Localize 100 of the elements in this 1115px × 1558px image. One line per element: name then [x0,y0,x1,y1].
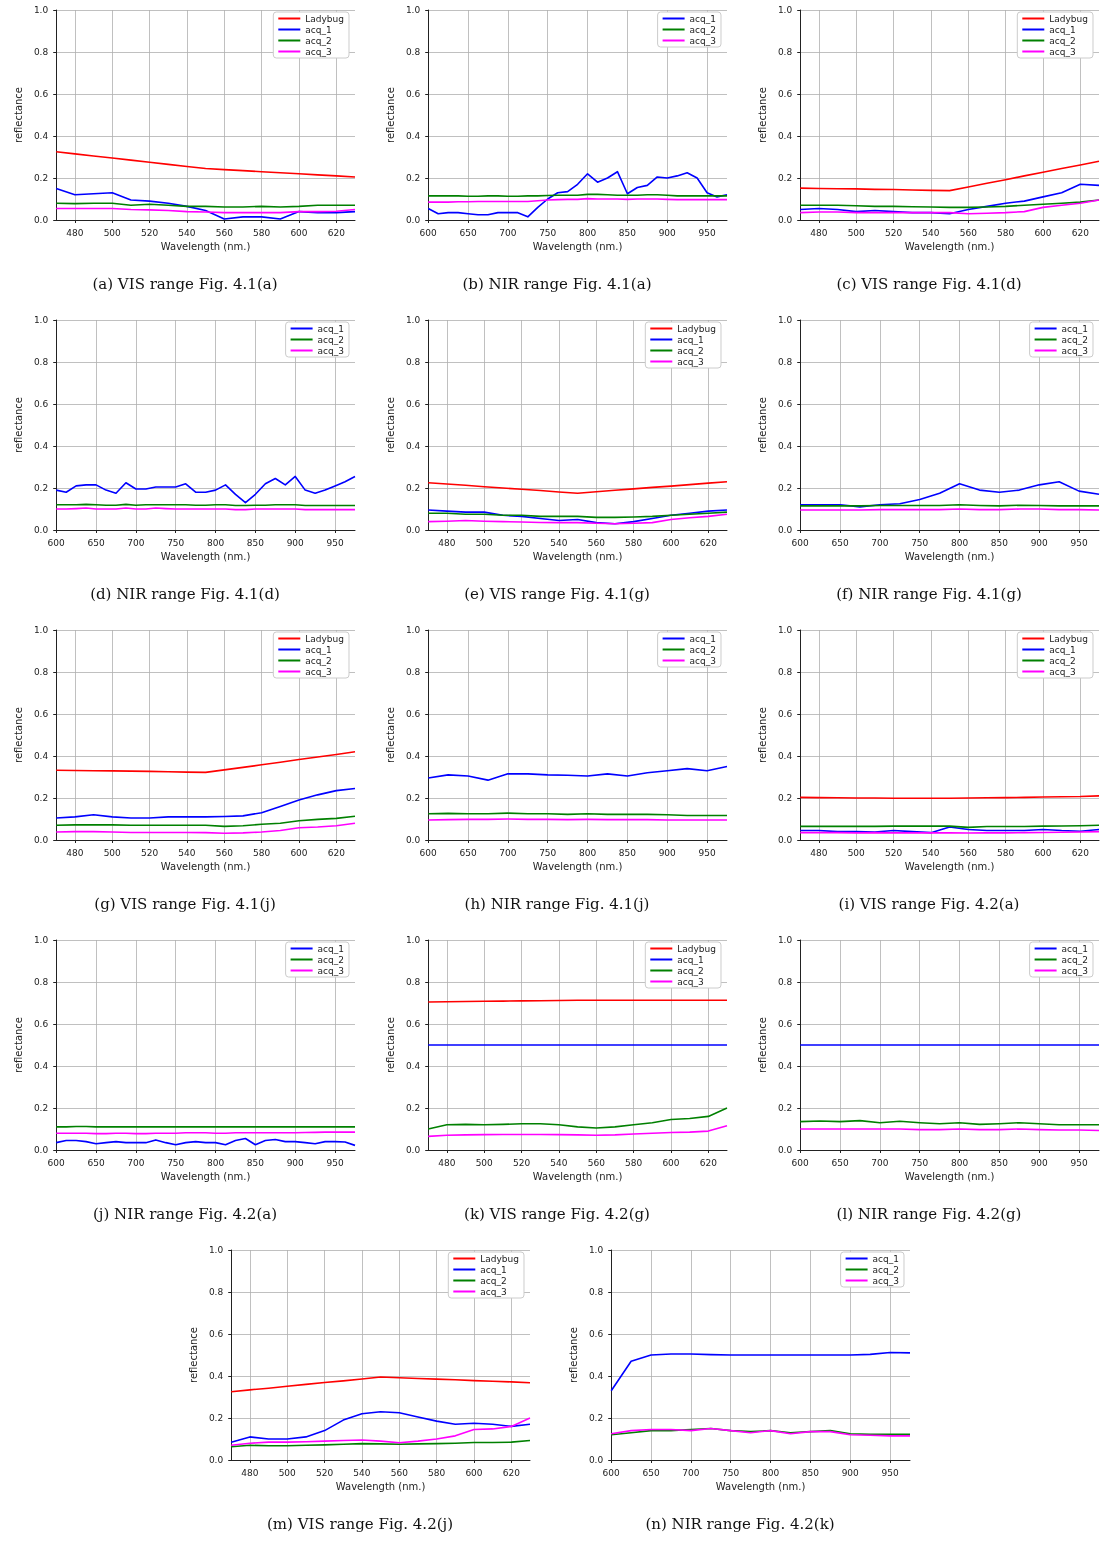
x-tick-label: 500 [475,537,494,548]
y-axis-title: reflectance [12,86,24,144]
legend-label: acq_3 [1049,46,1076,57]
y-tick-label: 1.0 [208,1245,224,1255]
y-axis-title: reflectance [384,86,396,144]
line-series [427,513,728,525]
line-series [55,822,356,835]
x-axis-title: Wavelength (nm.) [532,241,623,253]
legend-label: acq_2 [305,35,332,46]
y-axis-title: reflectance [384,396,396,454]
x-axis-title: Wavelength (nm.) [160,551,251,563]
y-tick-label: 0.0 [777,1145,793,1155]
y-axis-title: reflectance [756,1016,768,1074]
x-axis-title: Wavelength (nm.) [532,861,623,873]
y-tick-label: 0.6 [405,709,421,719]
legend-label: acq_2 [872,1264,899,1275]
x-tick-label: 850 [246,1157,265,1168]
x-tick-label: 900 [1030,537,1049,548]
x-tick-label: 540 [922,847,940,858]
line-series [427,480,728,495]
legend-label: acq_3 [677,976,704,987]
x-tick-label: 560 [215,227,234,238]
x-tick-label: 900 [1030,1157,1049,1168]
legend-label: acq_2 [677,345,704,356]
line-series [799,480,1100,508]
x-tick-label: 600 [419,847,438,858]
y-tick-label: 0.2 [777,793,793,803]
x-tick-label: 480 [810,227,828,238]
x-tick-label: 620 [699,1157,718,1168]
line-series [427,1125,728,1138]
x-tick-label: 650 [87,537,105,548]
x-tick-label: 700 [871,1157,889,1168]
x-tick-label: 580 [625,1157,643,1168]
text: (g) VIS range Fig. 4.1(j) [94,894,276,913]
legend-label: acq_3 [305,666,332,677]
x-axis-title: Wavelength (nm.) [904,551,995,563]
legend-label: acq_2 [1049,35,1076,46]
x-tick-label: 800 [206,537,225,548]
x-axis-title: Wavelength (nm.) [335,1481,426,1493]
y-tick-label: 1.0 [405,625,421,635]
y-tick-label: 0.8 [33,47,49,57]
y-tick-label: 0.4 [777,441,793,451]
y-tick-label: 0.2 [33,173,49,183]
legend-label: acq_3 [317,965,344,976]
x-tick-label: 600 [1034,847,1052,858]
legend-label: acq_1 [872,1253,899,1264]
x-tick-label: 580 [428,1467,446,1478]
y-tick-label: 0.8 [777,357,793,367]
x-tick-label: 950 [1070,537,1088,548]
legend-label: acq_1 [1061,943,1088,954]
x-tick-label: 580 [253,227,271,238]
x-tick-label: 580 [997,847,1015,858]
y-tick-label: 0.6 [33,1019,49,1029]
x-tick-label: 540 [550,1157,568,1168]
x-tick-label: 850 [246,537,265,548]
x-tick-label: 560 [959,227,978,238]
y-axis-title: reflectance [384,1016,396,1074]
x-tick-label: 700 [499,227,517,238]
y-tick-label: 1.0 [33,935,49,945]
text: (c) VIS range Fig. 4.1(d) [836,274,1022,293]
x-tick-label: 600 [465,1467,483,1478]
x-tick-label: 540 [353,1467,371,1478]
x-tick-label: 600 [290,227,308,238]
y-tick-label: 0.6 [777,709,793,719]
line-series [230,1410,531,1443]
x-tick-label: 650 [642,1467,660,1478]
y-tick-label: 1.0 [777,5,793,15]
x-axis-title: Wavelength (nm.) [715,1481,806,1493]
x-tick-label: 480 [66,227,84,238]
legend-label: acq_2 [1049,655,1076,666]
legend-label: acq_2 [689,644,716,655]
line-series [427,1107,728,1130]
x-tick-label: 800 [206,1157,225,1168]
x-tick-label: 620 [1071,227,1090,238]
y-tick-label: 0.4 [33,441,49,451]
legend-label: acq_2 [689,24,716,35]
y-tick-label: 0.4 [405,131,421,141]
legend-label: acq_1 [305,24,332,35]
legend-label: acq_3 [689,35,716,46]
legend-label: acq_2 [1061,954,1088,965]
text: (e) VIS range Fig. 4.1(g) [464,584,650,603]
y-tick-label: 0.0 [33,835,49,845]
x-tick-label: 650 [459,227,477,238]
x-tick-label: 800 [578,847,597,858]
x-tick-label: 580 [997,227,1015,238]
y-axis-title: reflectance [384,706,396,764]
x-tick-label: 900 [658,227,677,238]
y-tick-label: 0.2 [33,1103,49,1113]
legend-label: acq_1 [677,954,704,965]
x-tick-label: 520 [884,847,903,858]
x-tick-label: 750 [167,1157,185,1168]
x-tick-label: 480 [438,537,456,548]
y-tick-label: 0.2 [588,1413,604,1423]
y-tick-label: 0.2 [208,1413,224,1423]
y-tick-label: 0.0 [405,215,421,225]
x-tick-label: 520 [315,1467,334,1478]
x-tick-label: 900 [286,537,305,548]
line-series [55,1137,356,1147]
line-series [610,1351,911,1392]
y-tick-label: 0.2 [405,1103,421,1113]
